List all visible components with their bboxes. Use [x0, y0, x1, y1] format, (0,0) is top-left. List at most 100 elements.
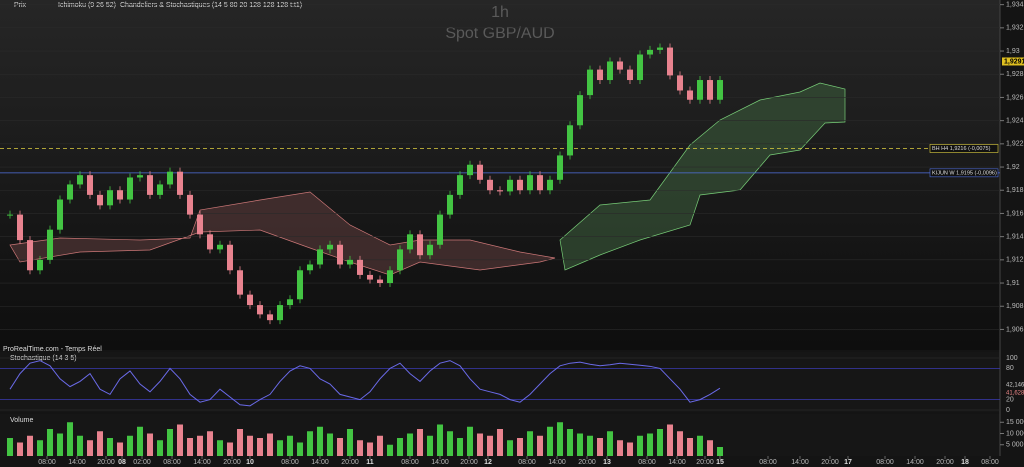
candle-body [707, 80, 713, 100]
source: ProRealTime.com - Temps Réel [3, 346, 102, 353]
candle-body [67, 184, 73, 200]
candle-body [347, 259, 353, 265]
stoch-panel [0, 352, 1000, 412]
candle-body [437, 214, 443, 245]
volume-bar [657, 429, 663, 456]
candle-body [57, 199, 63, 230]
candle-body [187, 194, 193, 215]
volume-bar [397, 438, 403, 456]
volume-bar [187, 438, 193, 456]
x-tick-label: 08:00 [876, 459, 894, 466]
volume-bar [57, 433, 63, 456]
volume-bar [217, 440, 223, 456]
y-tick-label: 10 000 [1006, 430, 1024, 437]
volume-bar [617, 440, 623, 456]
volume-bar [157, 440, 163, 456]
y-tick-label: 1,912 [1006, 257, 1024, 264]
y-tick-label: 1,922 [1006, 141, 1024, 148]
candle-body [367, 274, 373, 280]
candle-body [337, 244, 343, 265]
volume-bar [247, 435, 253, 456]
candle-body [287, 299, 293, 306]
x-tick-label: 08:00 [981, 459, 999, 466]
header-item: Prix [14, 2, 27, 9]
candle-body [87, 175, 93, 195]
candle-body [557, 155, 563, 180]
candle-body [567, 125, 573, 156]
volume-bar [557, 422, 563, 456]
volume-bar [477, 433, 483, 456]
y-tick-label: 1,918 [1006, 187, 1024, 194]
volume-bar [517, 438, 523, 456]
candle-body [237, 270, 243, 295]
volume-bar [177, 424, 183, 456]
x-tick-label: 08:00 [163, 459, 181, 466]
candle-body [157, 184, 163, 195]
candle-body [47, 229, 53, 260]
candle-body [227, 244, 233, 271]
candle-body [77, 175, 83, 185]
candle-body [417, 234, 423, 256]
volume-title: Volume [10, 417, 33, 424]
volume-bar [547, 426, 553, 456]
y-tick-label: 1,908 [1006, 303, 1024, 310]
volume-bar [457, 438, 463, 456]
volume-bar [347, 429, 353, 456]
volume-bar [147, 433, 153, 456]
candle-body [357, 259, 363, 275]
candle-body [507, 179, 513, 192]
y-tick-label: 1,92 [1006, 164, 1020, 171]
x-tick-label: 08 [118, 459, 126, 466]
candle-body [597, 69, 603, 81]
x-tick-label: 20:00 [936, 459, 954, 466]
y-tick-label: 1,928 [1006, 71, 1024, 78]
candle-body [267, 314, 273, 321]
candle-body [207, 234, 213, 250]
x-tick-label: 11 [366, 459, 374, 466]
volume-bar [337, 438, 343, 456]
candle-body [97, 194, 103, 206]
x-tick-label: 08:00 [38, 459, 56, 466]
volume-bar [317, 426, 323, 456]
y-tick-label: 1,934 [1006, 1, 1024, 8]
x-tick-label: 20:00 [460, 459, 478, 466]
candle-body [427, 244, 433, 256]
volume-bar [497, 429, 503, 456]
y-tick-label: 1,916 [1006, 210, 1024, 217]
stoch-last-label: 41,628 [1006, 391, 1024, 397]
candle-body [697, 80, 703, 100]
y-tick-label: 15 000 [1006, 419, 1024, 426]
y-tick-label: 1,93 [1006, 48, 1020, 55]
candle-body [497, 190, 503, 192]
candle-body [307, 264, 313, 271]
volume-bar [87, 440, 93, 456]
x-tick-label: 20:00 [341, 459, 359, 466]
volume-bar [597, 438, 603, 456]
volume-bar [447, 431, 453, 456]
x-tick-label: 08:00 [759, 459, 777, 466]
candle-body [107, 190, 113, 206]
x-tick-label: 08:00 [401, 459, 419, 466]
x-tick-label: 12 [484, 459, 492, 466]
volume-bar [357, 440, 363, 456]
level-label: KIJUN W 1,9195 (-0,0096) [932, 170, 997, 176]
y-tick-label: 100 [1006, 355, 1018, 362]
volume-bar [27, 435, 33, 456]
x-tick-label: 20:00 [696, 459, 714, 466]
volume-bar [717, 447, 723, 456]
volume-bar [37, 440, 43, 456]
volume-bar [257, 438, 263, 456]
volume-bar [117, 442, 123, 456]
volume-bar [487, 435, 493, 456]
ichimoku-cloud-up [559, 82, 846, 271]
volume-bar [467, 426, 473, 456]
y-tick-label: 1,906 [1006, 326, 1024, 333]
candle-body [37, 259, 43, 271]
candle-body [657, 47, 663, 50]
candle-body [617, 61, 623, 70]
y-tick-label: 1,924 [1006, 117, 1024, 124]
main-panel [0, 0, 1000, 350]
volume-bar [367, 442, 373, 456]
y-tick-label: 1,914 [1006, 233, 1024, 240]
